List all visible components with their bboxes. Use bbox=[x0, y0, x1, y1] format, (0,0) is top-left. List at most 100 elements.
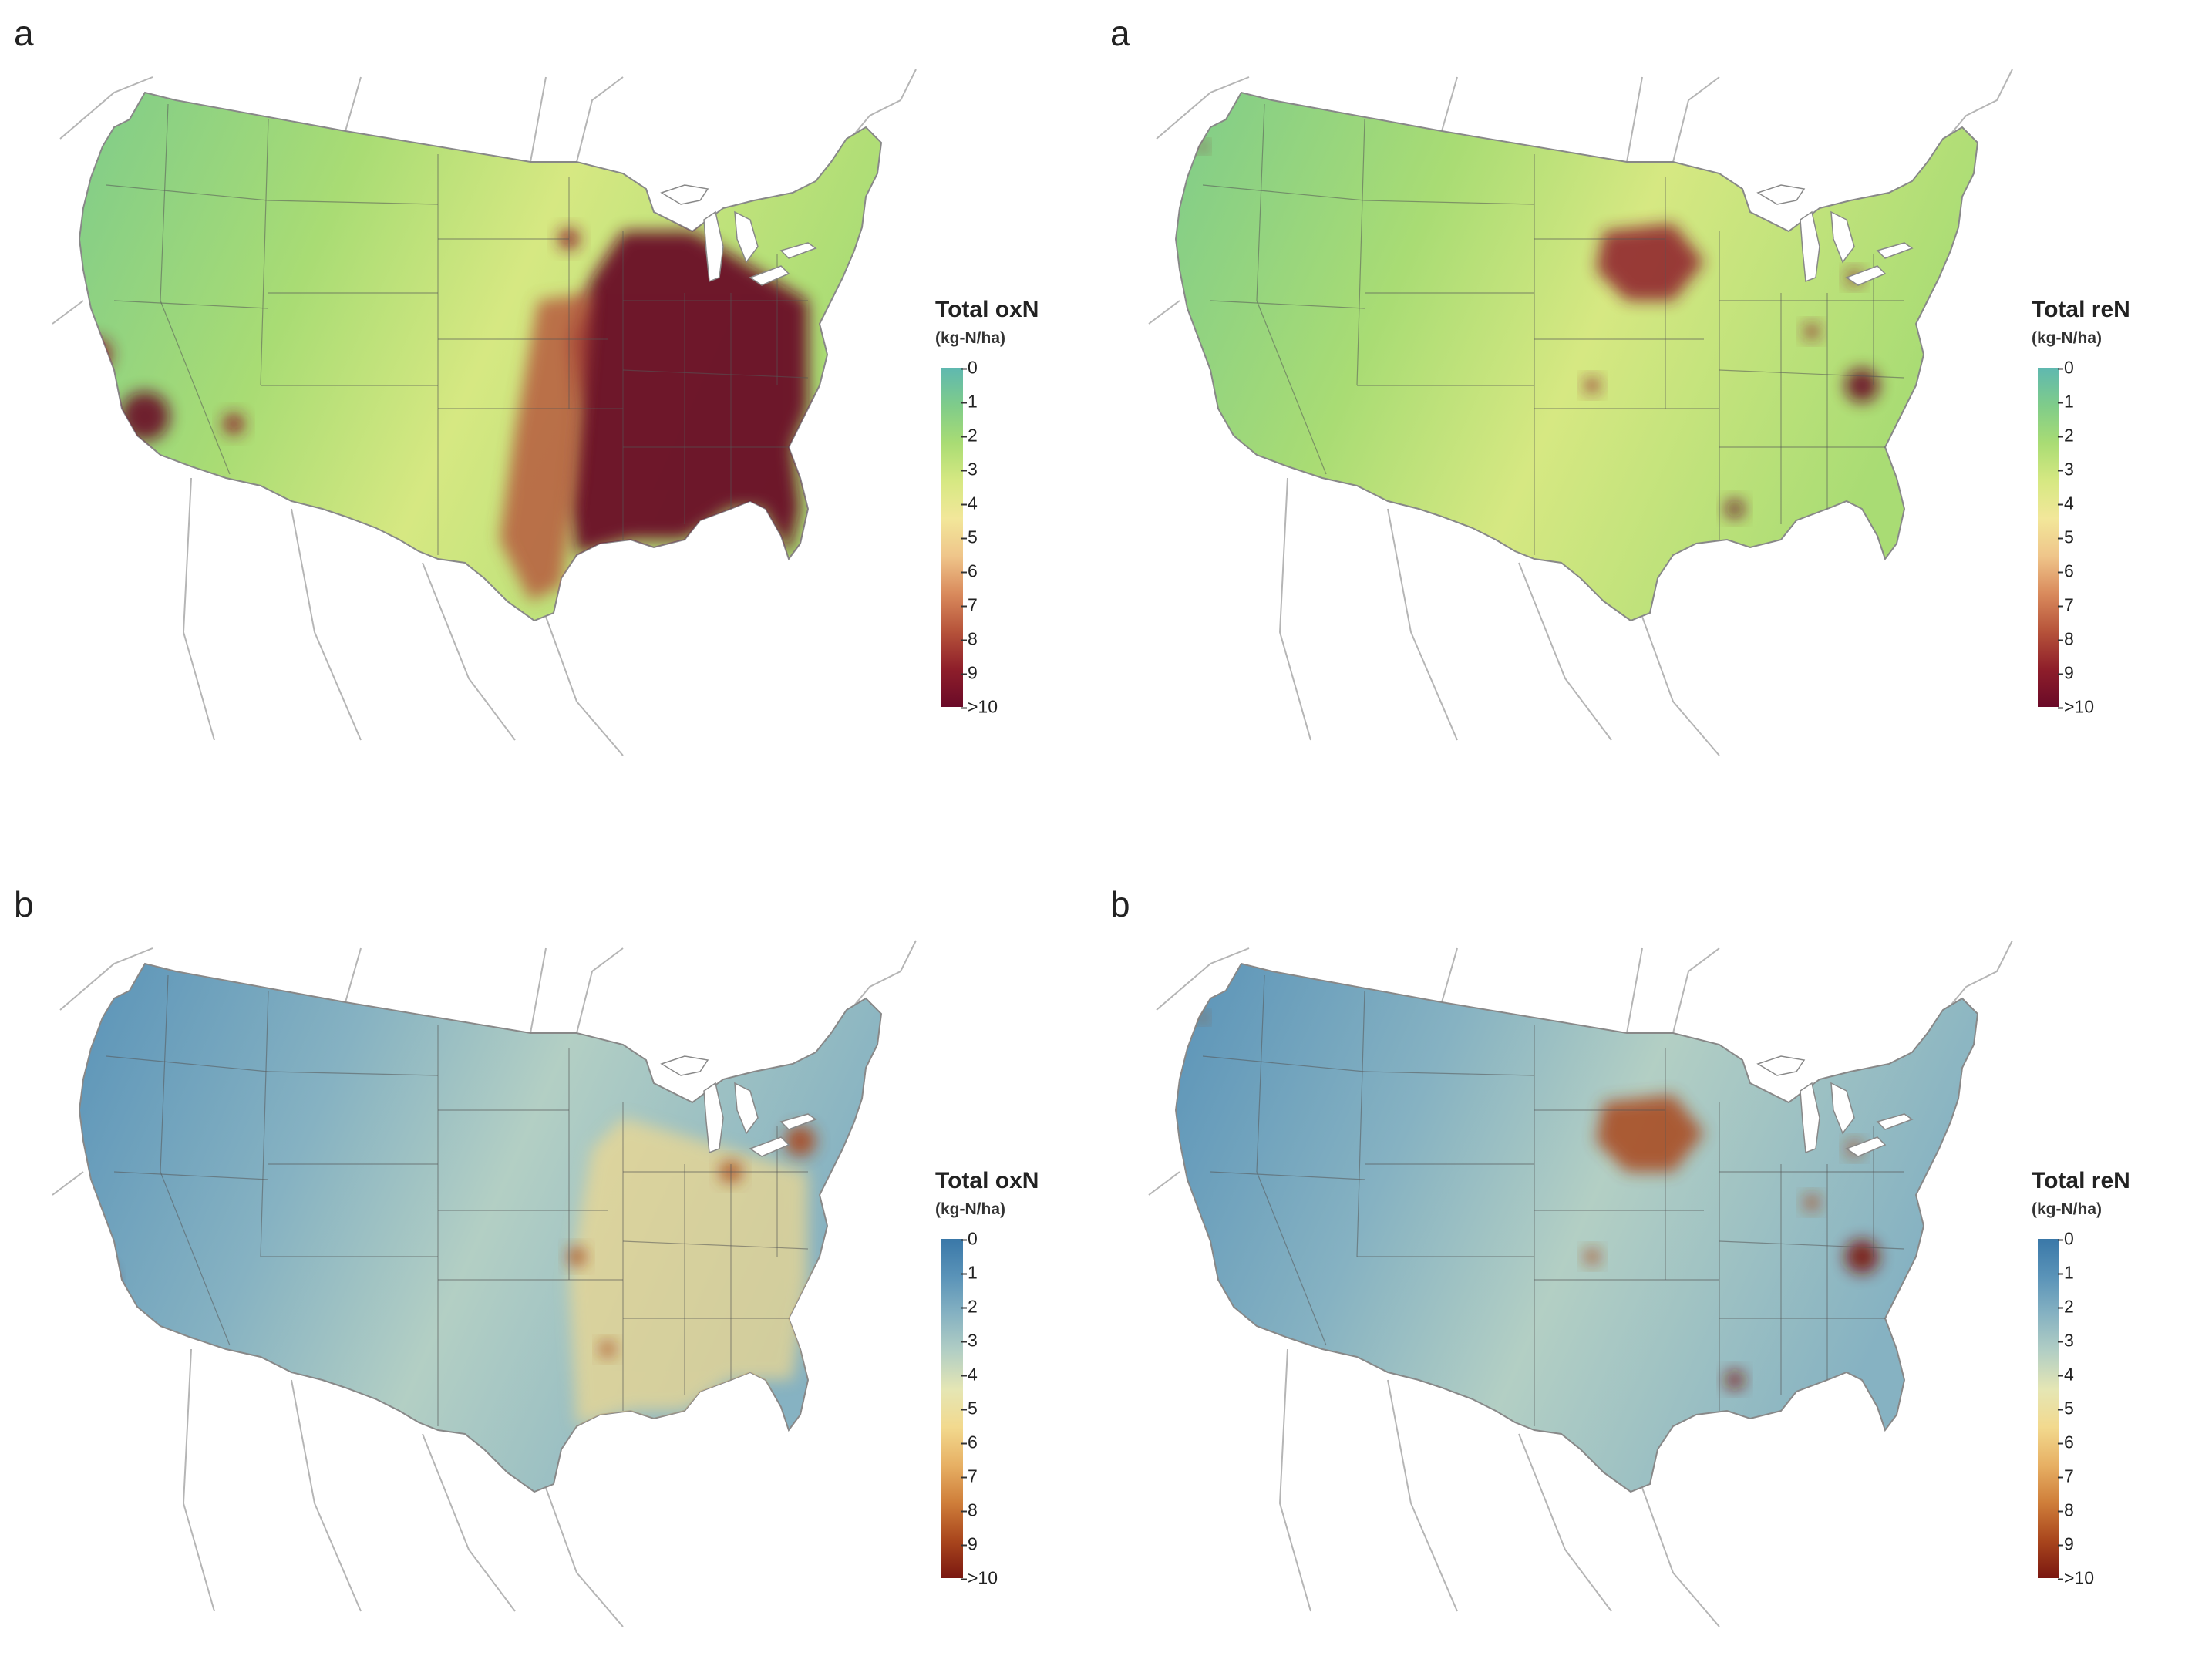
country-border-line bbox=[1518, 562, 1612, 741]
country-border-line bbox=[1278, 1348, 1311, 1612]
state-boundary bbox=[1356, 990, 1365, 1257]
legend-tick-label: >10 bbox=[2057, 1567, 2095, 1588]
legend-tick-label: 6 bbox=[961, 560, 978, 581]
legend-tick-label: 9 bbox=[2058, 662, 2074, 683]
great-lake bbox=[734, 1082, 759, 1135]
legend-tick-label: 4 bbox=[961, 493, 978, 513]
conus-land bbox=[1174, 91, 1979, 622]
country-border-line bbox=[345, 76, 362, 132]
legend-ticks: 0 1 2 3 4 5 6 7 8 9 >10 bbox=[2057, 358, 2156, 717]
deposition-hotspot-region bbox=[569, 231, 808, 555]
country-border-line bbox=[1148, 300, 1180, 325]
legend-tick-label: 5 bbox=[961, 1398, 978, 1419]
deposition-hotspot bbox=[223, 413, 244, 435]
country-border-line bbox=[1641, 1487, 1720, 1627]
country-border-line bbox=[1441, 947, 1458, 1003]
legend-tick-label: 1 bbox=[2058, 1262, 2074, 1283]
great-lake bbox=[1876, 242, 1914, 259]
country-border-line bbox=[59, 76, 153, 140]
deposition-map bbox=[52, 69, 917, 756]
legend-title: Total reN bbox=[2032, 1168, 2130, 1193]
great-lake bbox=[749, 265, 790, 286]
country-border-line bbox=[52, 300, 84, 325]
deposition-hotspot bbox=[1725, 500, 1744, 518]
legend-colorbar bbox=[941, 1239, 963, 1578]
country-border-line bbox=[291, 508, 362, 741]
panel-b-ren: b Total reN (kg-N/ha) 0 1 2 3 4 5 6 7 8 9 >10 bbox=[1110, 887, 2205, 1658]
deposition-hotspot bbox=[1584, 1249, 1600, 1264]
great-lake bbox=[779, 242, 817, 259]
state-boundary bbox=[1364, 200, 1535, 205]
state-boundary bbox=[1202, 1055, 1365, 1072]
legend-tick-label: 4 bbox=[2058, 493, 2074, 513]
state-boundary bbox=[1210, 300, 1365, 309]
country-border-line bbox=[1626, 76, 1643, 163]
deposition-hotspot bbox=[1845, 1240, 1879, 1274]
great-lake bbox=[734, 210, 759, 264]
legend-tick-label: 7 bbox=[2058, 1466, 2074, 1486]
deposition-hotspot bbox=[785, 1126, 816, 1156]
state-boundary bbox=[1256, 103, 1265, 301]
legend-unit: (kg-N/ha) bbox=[935, 329, 1005, 347]
country-border-line bbox=[182, 1348, 215, 1612]
country-border-line bbox=[345, 947, 362, 1003]
legend-ticks: 0 1 2 3 4 5 6 7 8 9 >10 bbox=[2057, 1229, 2156, 1588]
state-boundary bbox=[106, 184, 269, 201]
country-border-line bbox=[1387, 1379, 1458, 1612]
country-border-line bbox=[52, 1171, 84, 1196]
state-boundary bbox=[260, 119, 269, 386]
legend-tick-label: 5 bbox=[2058, 1398, 2074, 1419]
great-lake bbox=[1845, 1136, 1887, 1157]
color-legend: Total reN (kg-N/ha) 0 1 2 3 4 5 6 7 8 9 >10 bbox=[2032, 1168, 2201, 1600]
legend-title: Total oxN bbox=[935, 1168, 1039, 1193]
deposition-hotspot-region bbox=[1596, 1095, 1704, 1172]
deposition-hotspot bbox=[85, 1266, 113, 1294]
country-border-line bbox=[545, 1487, 624, 1627]
country-border-line bbox=[59, 947, 153, 1011]
deposition-hotspot bbox=[79, 338, 112, 372]
country-border-line bbox=[1441, 76, 1458, 132]
state-boundary bbox=[160, 974, 169, 1173]
legend-tick-label: 3 bbox=[961, 459, 978, 480]
panel-letter: b bbox=[14, 884, 34, 924]
deposition-hotspot bbox=[567, 1247, 586, 1266]
state-boundary bbox=[1202, 184, 1365, 201]
deposition-map bbox=[1148, 940, 2013, 1627]
state-boundary bbox=[160, 300, 231, 475]
legend-title: Total oxN bbox=[935, 297, 1039, 322]
legend-tick-label: 1 bbox=[961, 1262, 978, 1283]
panel-letter: a bbox=[14, 13, 34, 53]
panel-letter: b bbox=[1110, 884, 1130, 924]
great-lake bbox=[779, 1113, 817, 1130]
legend-tick-label: 7 bbox=[2058, 594, 2074, 615]
legend-unit: (kg-N/ha) bbox=[2032, 329, 2102, 347]
state-boundary bbox=[1256, 974, 1265, 1173]
country-border-line bbox=[1278, 477, 1311, 741]
country-border-line bbox=[530, 947, 547, 1034]
legend-tick-label: 6 bbox=[2058, 1432, 2074, 1452]
legend-tick-label: 7 bbox=[961, 594, 978, 615]
deposition-hotspot bbox=[1804, 1195, 1820, 1210]
country-border-line bbox=[1641, 616, 1720, 756]
country-border-line bbox=[576, 76, 624, 163]
great-lake bbox=[1845, 265, 1887, 286]
deposition-hotspot bbox=[1198, 142, 1207, 151]
panel-b-oxn: b Total oxN (kg-N/ha) 0 1 2 3 4 5 6 7 8 9 >10 bbox=[14, 887, 1109, 1658]
great-lake bbox=[1876, 1113, 1914, 1130]
legend-colorbar bbox=[941, 368, 963, 707]
great-lake bbox=[1800, 1082, 1820, 1154]
deposition-hotspot bbox=[1845, 369, 1879, 402]
great-lake bbox=[1756, 184, 1806, 205]
country-border-line bbox=[1156, 947, 1250, 1011]
great-lake bbox=[703, 1082, 724, 1154]
legend-tick-label: 9 bbox=[2058, 1533, 2074, 1554]
legend-title: Total reN bbox=[2032, 297, 2130, 322]
great-lake bbox=[749, 1136, 790, 1157]
color-legend: Total oxN (kg-N/ha) 0 1 2 3 4 5 6 7 8 9 >10 bbox=[935, 1168, 1105, 1600]
legend-tick-label: 1 bbox=[2058, 391, 2074, 412]
country-border-line bbox=[545, 616, 624, 756]
great-lake bbox=[660, 184, 709, 205]
country-border-line bbox=[1148, 1171, 1180, 1196]
legend-tick-label: >10 bbox=[2057, 696, 2095, 717]
great-lake bbox=[1756, 1055, 1806, 1076]
